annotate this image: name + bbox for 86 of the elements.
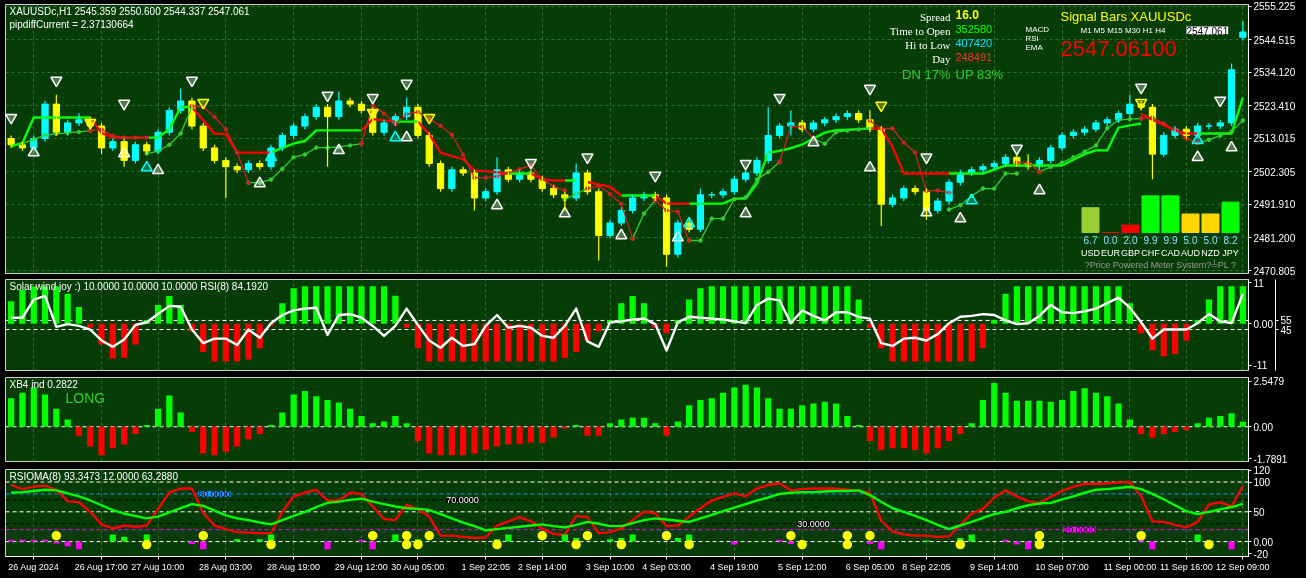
- y-tick-label: -20: [1253, 548, 1269, 560]
- y2-tick-label: 55: [1280, 315, 1293, 327]
- annotation: 16.0: [955, 7, 980, 22]
- x-tick-label: CHF: [1141, 247, 1161, 258]
- data-label: 0.0: [1103, 234, 1118, 246]
- ref-line-label: 30.0000: [797, 518, 830, 529]
- annotation: MACD: [1025, 24, 1050, 34]
- y-tick-label: -11: [1253, 360, 1268, 372]
- y2-tick-label: 45: [1280, 324, 1293, 336]
- y-tick-label: 2523.410: [1253, 100, 1296, 112]
- x-tick-label: 11 Sep 00:00: [1103, 561, 1157, 572]
- annotation: Time to Open: [889, 24, 951, 37]
- x-tick-label: 12 Sep 09:00: [1216, 561, 1270, 572]
- x-tick-label: 28 Aug 19:00: [266, 561, 320, 572]
- text: ?Price Powered Meter System?╧PL ?: [1084, 258, 1236, 270]
- x-tick-label: 2 Sep 14:00: [517, 561, 567, 572]
- annotation: Hi to Low: [905, 38, 951, 51]
- y-tick-label: 2513.015: [1253, 133, 1296, 145]
- y-tick-label: 2502.305: [1253, 166, 1296, 178]
- x-tick-label: 4 Sep 03:00: [642, 561, 691, 572]
- x-tick-label: GBP: [1121, 247, 1141, 258]
- annotation: 407420: [955, 36, 993, 49]
- annotation: DN 17%: [902, 66, 951, 82]
- text: pipdiffCurrent = 2.37130664: [9, 18, 135, 30]
- annotation: RSI: [1025, 33, 1039, 43]
- annotation: UP 83%: [955, 66, 1004, 82]
- annotation: EMA: [1025, 42, 1044, 52]
- annotation: Signal Bars XAUUSDc: [1060, 8, 1192, 24]
- data-label: 9.9: [1163, 234, 1178, 246]
- ref-line-label: 80.0000: [198, 488, 231, 499]
- data-label: 5.0: [1203, 234, 1218, 246]
- y-tick-label: 2544.515: [1253, 34, 1296, 46]
- x-tick-label: 27 Aug 10:00: [131, 561, 185, 572]
- y-tick-label: -1.7891: [1253, 453, 1288, 465]
- chart-title: RSIOMA(8) 93.3473 12.0000 63.2880: [9, 470, 179, 482]
- x-tick-label: USD: [1081, 247, 1101, 258]
- annotation: 352580: [955, 22, 993, 35]
- annotation: Day: [932, 52, 951, 65]
- y-tick-label: 2555.225: [1253, 1, 1296, 13]
- annotation: M1 M5 M15 M30 H1 H4: [1080, 25, 1166, 35]
- x-tick-label: 10 Sep 07:00: [1035, 561, 1089, 572]
- annotation: 2547.06100: [1060, 35, 1177, 61]
- annotation: Spread: [919, 10, 951, 23]
- y-tick-label: 120: [1253, 465, 1271, 477]
- y-tick-label: 0.00: [1253, 318, 1274, 330]
- data-label: 2.0: [1123, 234, 1138, 246]
- chart-title: XB4 ind 0.2822: [9, 378, 79, 390]
- y-tick-label: 0.00: [1253, 536, 1274, 548]
- x-tick-label: 4 Sep 19:00: [710, 561, 759, 572]
- ref-line-label: 70.0000: [446, 494, 479, 505]
- y-tick-label: 2534.120: [1253, 67, 1296, 79]
- x-tick-label: 6 Sep 05:00: [845, 561, 895, 572]
- x-tick-label: 1 Sep 22:05: [461, 561, 511, 572]
- data-label: 8.2: [1223, 234, 1238, 246]
- x-tick-label: 11 Sep 16:00: [1159, 561, 1213, 572]
- y-tick-label: 2491.910: [1253, 199, 1296, 211]
- y-tick-label: 100: [1253, 477, 1271, 489]
- x-tick-label: 8 Sep 22:05: [902, 561, 951, 572]
- x-tick-label: 29 Aug 12:00: [334, 561, 388, 572]
- x-tick-label: 5 Sep 12:00: [777, 561, 827, 572]
- y-tick-label: 2.5479: [1253, 376, 1285, 388]
- x-tick-label: EUR: [1101, 247, 1121, 258]
- data-label: 5.0: [1183, 234, 1198, 246]
- x-tick-label: 9 Sep 14:00: [969, 561, 1019, 572]
- chart-title: Solar wind joy :) 10.0000 10.0000 10.0000 RSI(8) 84.1920: [9, 280, 269, 292]
- x-tick-label: 3 Sep 10:00: [585, 561, 635, 572]
- y-tick-label: 0.00: [1253, 421, 1274, 433]
- x-tick-label: JPY: [1222, 247, 1239, 258]
- x-tick-label: 28 Aug 03:00: [199, 561, 253, 572]
- x-tick-label: 30 Aug 05:00: [391, 561, 445, 572]
- x-tick-label: 26 Aug 2024: [8, 561, 59, 572]
- x-tick-label: AUD: [1181, 247, 1201, 258]
- data-label: 6.7: [1083, 234, 1098, 246]
- x-tick-label: NZD: [1201, 247, 1221, 258]
- annotation: 2547.061: [1186, 25, 1229, 37]
- y-tick-label: 2481.200: [1253, 233, 1296, 244]
- annotation: 248491: [955, 50, 993, 63]
- chart-title: XAUUSDc,H1 2545.359 2550.600 2544.337 2547.061: [9, 5, 251, 17]
- annotation: LONG: [65, 389, 106, 406]
- x-tick-label: 26 Aug 17:00: [74, 561, 128, 572]
- data-label: 9.9: [1143, 234, 1158, 246]
- y-tick-label: 2470.805: [1253, 265, 1296, 277]
- ref-line-label: 20.0000: [1063, 524, 1096, 535]
- y-tick-label: 50: [1253, 506, 1266, 518]
- y-tick-label: 11: [1253, 277, 1265, 289]
- x-tick-label: CAD: [1161, 247, 1181, 258]
